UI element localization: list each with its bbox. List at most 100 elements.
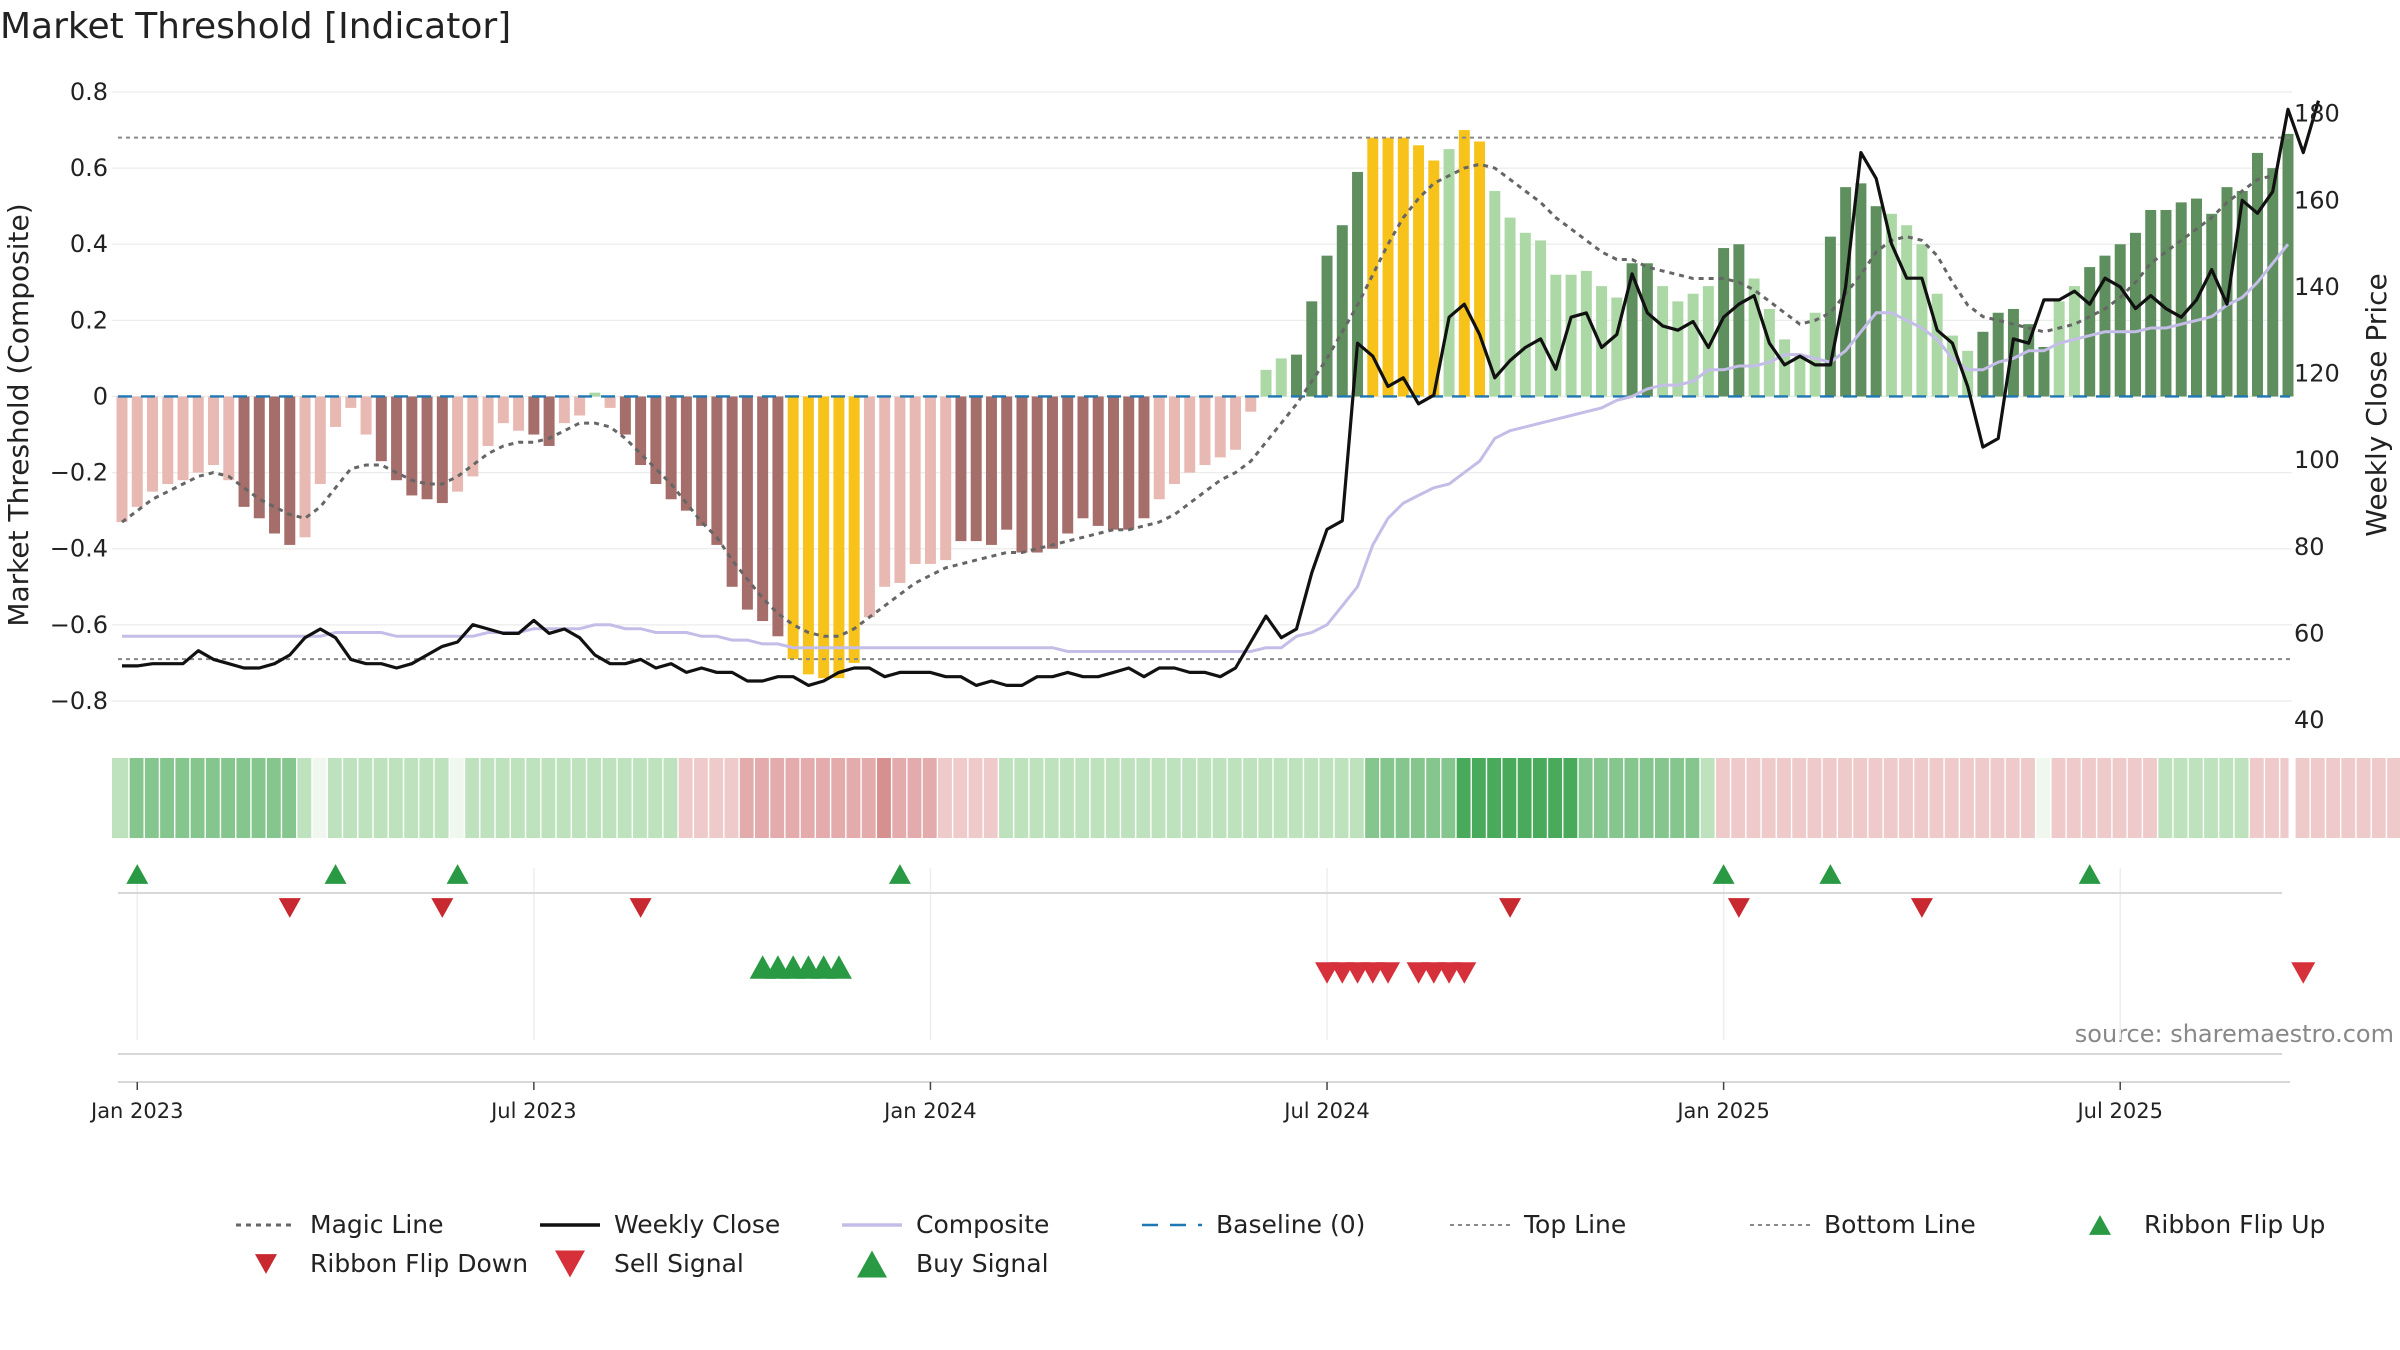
legend-label: Bottom Line	[1824, 1210, 1976, 1239]
composite-bar	[2053, 301, 2065, 397]
y-tick-label: −0.2	[50, 459, 108, 487]
ribbon-cell	[2158, 758, 2173, 838]
ribbon-cell	[770, 758, 785, 838]
triangle-up-icon	[857, 1250, 887, 1278]
ribbon-cell	[2310, 758, 2325, 838]
ribbon-cell	[1166, 758, 1181, 838]
composite-bar	[802, 396, 814, 675]
ribbon-cell	[1014, 758, 1029, 838]
composite-bar	[741, 396, 753, 610]
composite-bar	[375, 396, 387, 462]
ribbon-cell	[1395, 758, 1410, 838]
composite-bar	[1702, 286, 1714, 397]
ribbon-cell	[800, 758, 815, 838]
ribbon-flip-down-marker	[278, 898, 301, 918]
ribbon-cell	[1319, 758, 1334, 838]
y-right-tick-label: 180	[2294, 100, 2340, 128]
composite-bar	[436, 396, 448, 504]
series-lines	[118, 100, 2321, 688]
ribbon-cell	[632, 758, 647, 838]
y-ticks-left: 0.8 0.6 0.4 0.2 0 −0.2 −0.4 −0.6 −0.8	[50, 78, 108, 715]
composite-bar	[2175, 202, 2187, 397]
ribbon-cell	[1731, 758, 1746, 838]
ribbon-cell	[175, 758, 190, 838]
composite-bar	[1748, 278, 1760, 397]
ribbon-cell	[343, 758, 358, 838]
ribbon-cell	[1609, 758, 1624, 838]
ribbon-cell	[1822, 758, 1837, 838]
ribbon-cell	[953, 758, 968, 838]
composite-bar	[1672, 301, 1684, 397]
composite-bar	[1153, 396, 1165, 500]
composite-bar	[924, 396, 936, 564]
composite-bar	[940, 396, 952, 561]
composite-bar	[2252, 152, 2263, 397]
ribbon-cell	[221, 758, 236, 838]
ribbon-cell	[1288, 758, 1303, 838]
composite-bar	[1382, 137, 1394, 397]
composite-bar	[1809, 312, 1821, 397]
y-right-tick-label: 60	[2294, 619, 2325, 647]
ribbon-cell	[1670, 758, 1685, 838]
ribbon-cell	[1349, 758, 1364, 838]
ribbon-cell	[724, 758, 739, 838]
composite-bar	[467, 396, 479, 477]
composite-bar	[1016, 396, 1028, 553]
composite-bar	[726, 396, 738, 587]
y-ticks-right: 180 160 140 120 100 80 60 40	[2294, 100, 2340, 734]
ribbon-cell	[1899, 758, 1913, 838]
x-tick-label: Jul 2024	[1282, 1099, 1369, 1123]
composite-bar	[574, 396, 586, 416]
composite-bar	[452, 396, 464, 492]
ribbon-cell	[1548, 758, 1563, 838]
ribbon-cell	[1929, 758, 1944, 838]
ribbon-cell	[1502, 758, 1517, 838]
composite-bar	[604, 396, 616, 408]
ribbon-cell	[1151, 758, 1166, 838]
composite-bar	[955, 396, 967, 542]
ribbon-cell	[2082, 758, 2096, 838]
ribbon-cell	[1029, 758, 1044, 838]
composite-bar	[528, 396, 540, 435]
ribbon-cell	[892, 758, 907, 838]
ribbon-cell	[2112, 758, 2127, 838]
y-right-tick-label: 120	[2294, 360, 2340, 388]
y-tick-label: −0.4	[50, 535, 108, 563]
composite-bar	[635, 396, 647, 465]
composite-bar	[1184, 396, 1196, 473]
ribbon-cell	[2387, 758, 2400, 838]
composite-bar	[2160, 209, 2172, 397]
composite-bar	[1916, 244, 1928, 397]
composite-bar	[1321, 255, 1333, 397]
composite-bar	[1336, 225, 1348, 397]
ribbon-cell	[648, 758, 663, 838]
ribbon-cell	[1990, 758, 2005, 838]
y-right-tick-label: 40	[2294, 706, 2325, 734]
composite-bar	[1855, 183, 1867, 397]
ribbon-cell	[510, 758, 525, 838]
composite-bar	[1428, 160, 1440, 397]
y-right-tick-label: 160	[2294, 186, 2340, 214]
sell-signal-marker	[1330, 962, 1355, 984]
ribbon-cell	[2005, 758, 2020, 838]
ribbon-cell	[1456, 758, 1471, 838]
ribbon-cell	[1044, 758, 1059, 838]
legend: Magic Line Weekly Close Composite Baseline …	[236, 1210, 2325, 1278]
ribbon-cell	[1624, 758, 1639, 838]
legend-item: Buy Signal	[857, 1249, 1049, 1278]
ribbon-cell	[1807, 758, 1822, 838]
ribbon-cell	[1182, 758, 1196, 838]
ribbon-flip-down-marker	[1910, 898, 1933, 918]
ribbon-cell	[1853, 758, 1868, 838]
composite-bar	[406, 396, 418, 496]
legend-item: Baseline (0)	[1142, 1210, 1365, 1239]
ribbon-cell	[1868, 758, 1883, 838]
composite-bar	[985, 396, 997, 545]
composite-bar	[665, 396, 677, 500]
composite-bar	[1519, 232, 1531, 397]
composite-bar	[2267, 168, 2279, 397]
ribbon-cell	[2204, 758, 2218, 838]
composite-bar	[1291, 354, 1303, 397]
